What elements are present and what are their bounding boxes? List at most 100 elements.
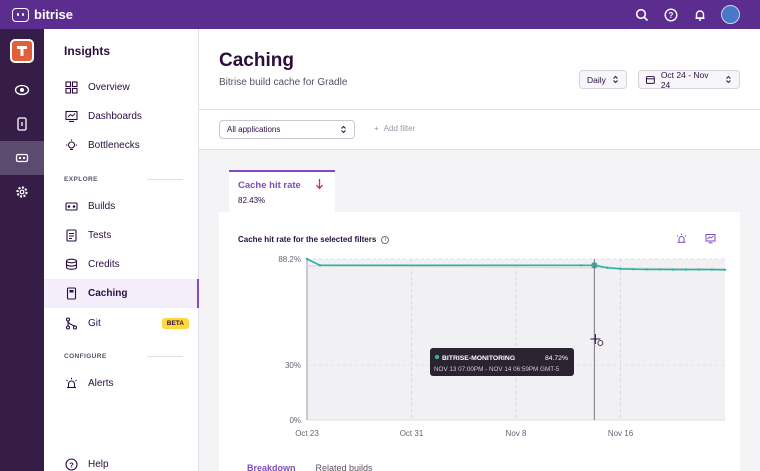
data-point bbox=[710, 268, 714, 271]
metric-value: 82.43% bbox=[238, 196, 266, 205]
sidebar-item-label: Tests bbox=[88, 230, 112, 241]
svg-text:?: ? bbox=[69, 460, 74, 469]
page-header: Caching Bitrise build cache for Gradle D… bbox=[199, 29, 760, 110]
sidebar-item-alerts[interactable]: Alerts bbox=[44, 369, 199, 398]
help-circle-icon: ? bbox=[64, 458, 78, 471]
date-range-picker[interactable]: Oct 24 - Nov 24 bbox=[638, 69, 740, 90]
data-point bbox=[671, 268, 674, 271]
svg-text:?: ? bbox=[669, 11, 674, 20]
filter-bar: All applications + Add filter bbox=[199, 110, 760, 150]
data-point bbox=[632, 268, 635, 271]
workspace-logo[interactable] bbox=[10, 39, 34, 63]
plus-icon: + bbox=[374, 124, 379, 133]
comparison-line bbox=[306, 265, 726, 270]
sidebar-item-label: Caching bbox=[88, 288, 128, 299]
app-select-value: All applications bbox=[227, 125, 281, 134]
alerts-icon bbox=[64, 377, 78, 391]
add-filter-label: Add filter bbox=[383, 124, 416, 133]
metric-tab-cache-hit-rate[interactable]: Cache hit rate 82.43% bbox=[229, 170, 335, 212]
sidebar-item-help[interactable]: ? Help bbox=[44, 450, 199, 471]
tooltip-series: BITRISE-MONITORING bbox=[442, 355, 515, 362]
tooltip-series-dot bbox=[434, 354, 440, 360]
sidebar-item-label: Help bbox=[88, 459, 109, 470]
sidebar-item-builds[interactable]: Builds bbox=[44, 192, 199, 221]
data-point bbox=[606, 266, 609, 269]
sidebar-item-caching[interactable]: Caching bbox=[44, 279, 199, 308]
tooltip-range: NOV 13 07:00PM - NOV 14 06:59PM GMT-5 bbox=[434, 366, 560, 373]
data-point bbox=[305, 257, 309, 261]
y-tick-label: 0% bbox=[289, 416, 301, 425]
data-point bbox=[697, 268, 701, 271]
sidebar-item-label: Alerts bbox=[88, 378, 114, 389]
brand-name: bitrise bbox=[34, 7, 74, 22]
help-icon[interactable]: ? bbox=[663, 7, 679, 23]
updown-chevron-icon bbox=[341, 125, 346, 134]
data-point bbox=[658, 268, 661, 271]
interval-value: Daily bbox=[587, 74, 606, 85]
x-tick-label: Oct 31 bbox=[400, 429, 424, 438]
dashboards-icon bbox=[64, 110, 78, 124]
brand-logo[interactable]: bitrise bbox=[12, 7, 73, 22]
interval-select[interactable]: Daily bbox=[579, 70, 627, 89]
series-line bbox=[306, 258, 726, 271]
tab-breakdown[interactable]: Breakdown bbox=[247, 463, 296, 471]
data-point bbox=[619, 267, 622, 271]
sidebar-item-label: Dashboards bbox=[88, 111, 142, 122]
sidebar-item-credits[interactable]: Credits bbox=[44, 250, 199, 279]
info-icon[interactable]: i bbox=[381, 235, 390, 244]
bell-icon[interactable] bbox=[692, 7, 708, 23]
sidebar-item-label: Overview bbox=[88, 82, 130, 93]
insights-eye-icon[interactable] bbox=[0, 73, 44, 107]
page-subtitle: Bitrise build cache for Gradle bbox=[219, 77, 348, 88]
date-range-value: Oct 24 - Nov 24 bbox=[660, 69, 709, 90]
settings-icon[interactable] bbox=[0, 175, 44, 209]
page-title: Caching bbox=[219, 50, 294, 71]
sidebar-item-label: Builds bbox=[88, 201, 116, 212]
app-rail bbox=[0, 29, 44, 471]
credits-icon bbox=[64, 258, 78, 272]
builds-icon bbox=[64, 200, 78, 214]
bulb-icon bbox=[64, 139, 78, 153]
chart-card: Cache hit rate for the selected filters … bbox=[219, 212, 740, 471]
avatar[interactable] bbox=[721, 5, 740, 24]
sidebar-title: Insights bbox=[64, 44, 111, 58]
search-icon[interactable] bbox=[634, 7, 650, 23]
metric-label: Cache hit rate bbox=[238, 180, 301, 191]
x-tick-label: Oct 23 bbox=[295, 429, 319, 438]
x-tick-label: Nov 16 bbox=[608, 429, 634, 438]
bitrise-logo-icon bbox=[12, 7, 29, 22]
line-chart[interactable]: Oct 23 Oct 31 Nov 8 Nov 16 88.2% 30% 0% BITRISE… bbox=[219, 212, 740, 452]
sidebar-item-label: Bottlenecks bbox=[88, 140, 140, 151]
divider bbox=[147, 179, 183, 180]
calendar-icon bbox=[646, 76, 655, 84]
cache-icon[interactable] bbox=[0, 141, 44, 175]
app-select[interactable]: All applications bbox=[219, 120, 355, 139]
overview-icon bbox=[64, 81, 78, 95]
updown-chevron-icon bbox=[726, 75, 731, 84]
tab-related-builds[interactable]: Related builds bbox=[315, 463, 373, 471]
y-tick-label: 30% bbox=[285, 361, 301, 370]
sidebar-item-overview[interactable]: Overview bbox=[44, 73, 199, 102]
sidebar-item-git[interactable]: Git BETA bbox=[44, 309, 199, 338]
chart-title-text: Cache hit rate for the selected filters bbox=[238, 235, 377, 244]
data-point bbox=[318, 264, 322, 267]
y-tick-label: 88.2% bbox=[278, 255, 301, 264]
data-point bbox=[684, 268, 688, 271]
device-icon[interactable] bbox=[0, 107, 44, 141]
tooltip-box bbox=[430, 348, 574, 376]
git-icon bbox=[64, 317, 78, 331]
add-to-dashboard-icon[interactable] bbox=[705, 233, 716, 244]
data-point bbox=[580, 264, 583, 267]
sidebar-item-bottlenecks[interactable]: Bottlenecks bbox=[44, 131, 199, 160]
insights-sidebar: Insights Overview Dashboards Bottlenecks… bbox=[44, 29, 199, 471]
sidebar-item-label: Credits bbox=[88, 259, 120, 270]
sidebar-item-dashboards[interactable]: Dashboards bbox=[44, 102, 199, 131]
alert-bell-icon[interactable] bbox=[676, 233, 687, 244]
add-filter-button[interactable]: + Add filter bbox=[374, 124, 415, 133]
chart-title: Cache hit rate for the selected filters … bbox=[238, 235, 390, 244]
main-content: Caching Bitrise build cache for Gradle D… bbox=[199, 29, 760, 471]
x-tick-label: Nov 8 bbox=[506, 429, 527, 438]
tooltip-value: 84.72% bbox=[545, 355, 568, 362]
arrow-down-icon bbox=[316, 179, 323, 190]
sidebar-item-tests[interactable]: Tests bbox=[44, 221, 199, 250]
